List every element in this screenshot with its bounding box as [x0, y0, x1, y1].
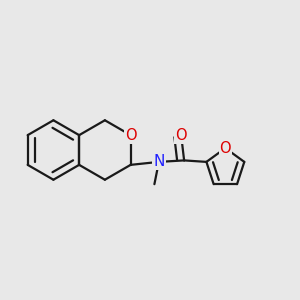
Text: O: O [175, 128, 187, 142]
Text: O: O [125, 128, 136, 142]
Text: O: O [220, 141, 231, 156]
Text: N: N [153, 154, 164, 169]
